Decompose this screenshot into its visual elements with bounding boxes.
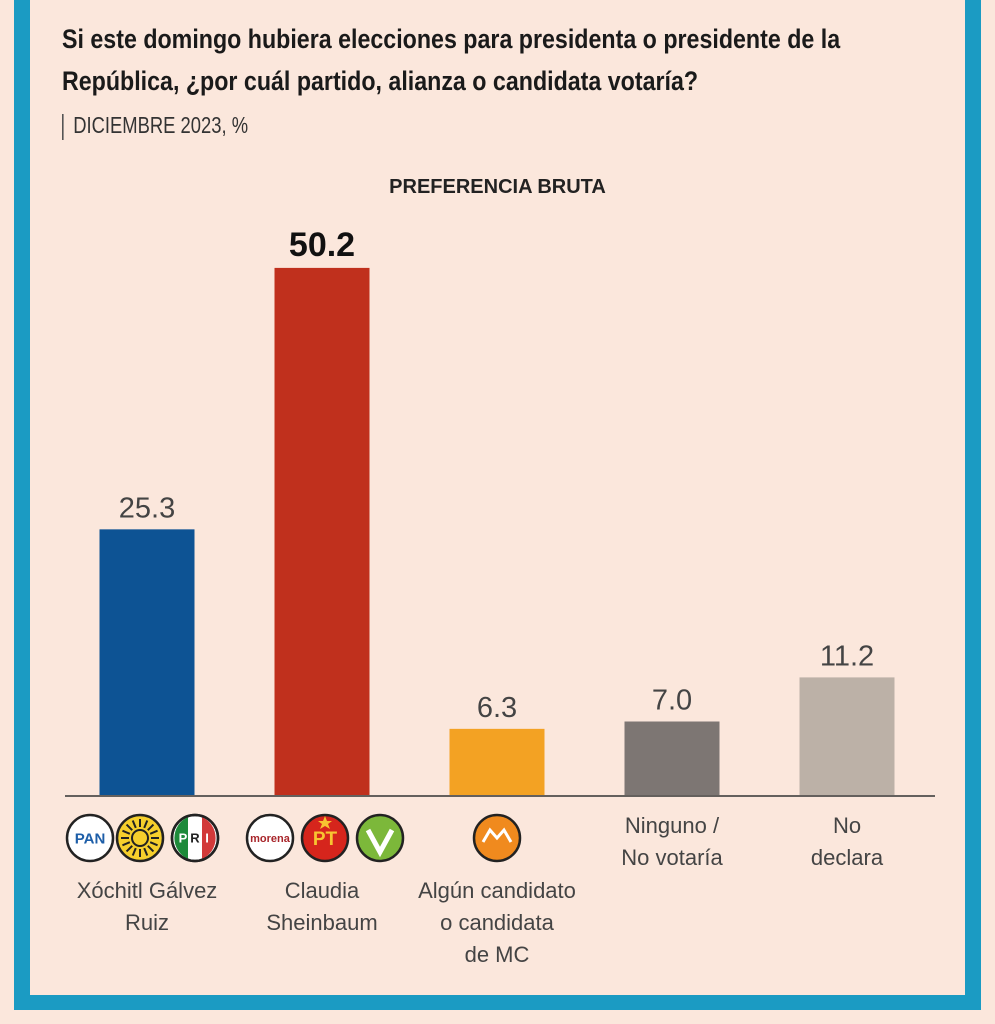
pvem-logo-icon — [355, 813, 405, 863]
bar-4 — [799, 677, 895, 795]
label-line: Xóchitl Gálvez — [76, 878, 218, 903]
label-line: No votaría — [621, 845, 723, 870]
frame-right — [965, 0, 981, 1010]
label-line: de MC — [464, 942, 530, 967]
prd-logo-icon — [115, 813, 165, 863]
label-line: Ninguno / — [624, 813, 720, 838]
data-label-1: 50.2 — [289, 226, 355, 264]
label-line: o candidata — [440, 910, 554, 935]
chart-title: Si este domingo hubiera elecciones para … — [62, 24, 841, 96]
mc-logo-icon — [472, 813, 522, 863]
bar-2 — [449, 728, 545, 795]
bar-3 — [624, 721, 720, 795]
category-label-2: Algún candidato o candidata de MC — [400, 875, 594, 971]
label-line: Algún candidato — [418, 878, 576, 903]
data-label-2: 6.3 — [477, 692, 517, 724]
logo-text: morena — [250, 833, 291, 845]
logo-text: I — [205, 831, 209, 846]
data-label-0: 25.3 — [119, 492, 175, 524]
frame-bottom — [14, 995, 981, 1010]
bar-0 — [99, 529, 195, 795]
data-label-3: 7.0 — [652, 685, 692, 717]
logo-text: PAN — [75, 830, 106, 847]
category-label-1: Claudia Sheinbaum — [232, 875, 412, 939]
label-line: declara — [810, 845, 884, 870]
label-line: No — [832, 813, 862, 838]
logo-text: P — [179, 831, 188, 846]
label-line: Claudia — [284, 878, 360, 903]
logo-text: PT — [313, 829, 338, 850]
pt-logo-icon: PT — [300, 813, 350, 863]
chart-subtitle: DICIEMBRE 2023, % — [62, 112, 248, 140]
category-label-4: No declara — [757, 810, 937, 874]
section-title: PREFERENCIA BRUTA — [389, 176, 606, 198]
data-label-4: 11.2 — [820, 640, 874, 672]
label-line: Sheinbaum — [266, 910, 378, 935]
label-line: Ruiz — [124, 910, 169, 935]
frame-left — [14, 0, 30, 1010]
subtitle-divider — [62, 113, 64, 140]
logo-text: R — [190, 831, 200, 846]
subtitle-text: DICIEMBRE 2023, % — [73, 112, 249, 138]
category-label-3: Ninguno / No votaría — [582, 810, 762, 874]
bar-1 — [274, 267, 370, 795]
category-label-0: Xóchitl Gálvez Ruiz — [57, 875, 237, 939]
morena-logo-icon: morena — [245, 813, 295, 863]
pan-logo-icon: PAN — [65, 813, 115, 863]
